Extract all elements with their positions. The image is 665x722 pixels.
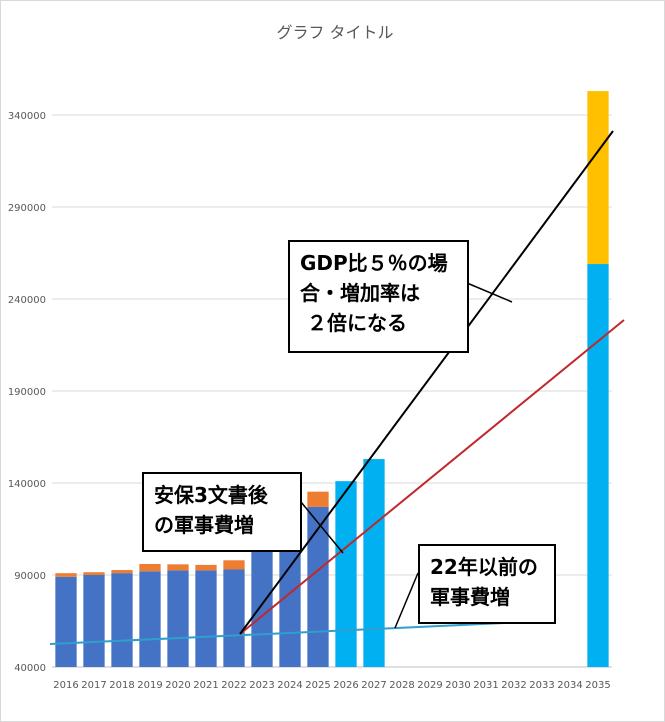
annotation-gdp5-line-2: 合・増加率は <box>300 281 420 305</box>
bar-2018-series-2 <box>111 570 133 574</box>
trend-line-pre22 <box>49 622 505 645</box>
x-tick-label: 2023 <box>249 680 274 691</box>
bar-2025-series-1 <box>307 506 329 667</box>
y-tick-label: 290000 <box>8 203 46 214</box>
annotation-pre22-line-2: 軍事費増 <box>430 585 510 609</box>
chart-title: グラフ タイトル <box>276 23 393 42</box>
y-tick-label: 90000 <box>14 571 46 582</box>
x-tick-label: 2027 <box>361 680 386 691</box>
x-tick-label: 2024 <box>277 680 302 691</box>
bar-2022-series-2 <box>223 560 245 570</box>
leader-ampo <box>300 501 344 554</box>
bar-2018-series-1 <box>111 573 133 667</box>
annotation-ampo: 安保3文書後 の軍事費増 <box>142 472 302 552</box>
bar-2025-series-2 <box>307 491 329 507</box>
annotation-ampo-line-2: の軍事費増 <box>154 513 254 537</box>
x-tick-label: 2018 <box>109 680 134 691</box>
bar-2035-series-4 <box>587 91 609 265</box>
bar-2019-series-2 <box>139 563 161 572</box>
y-tick-label: 190000 <box>8 387 46 398</box>
x-tick-label: 2022 <box>221 680 246 691</box>
y-tick-label: 340000 <box>8 111 46 122</box>
x-tick-label: 2033 <box>529 680 554 691</box>
x-axis-ticks: 2016 2017 2018 2019 2020 2021 2022 2023 2024 2025… <box>53 680 610 691</box>
x-tick-label: 2020 <box>165 680 190 691</box>
annotation-gdp5-line-1: GDP比５％の場 <box>300 251 448 275</box>
annotation-pre22-line-1: 22年以前の <box>430 555 538 579</box>
x-tick-label: 2031 <box>473 680 498 691</box>
x-tick-label: 2032 <box>501 680 526 691</box>
x-tick-label: 2029 <box>417 680 442 691</box>
x-tick-label: 2034 <box>557 680 582 691</box>
y-axis-ticks: 40000 90000 140000 190000 240000 290000 340000 <box>8 111 46 674</box>
x-tick-label: 2035 <box>585 680 610 691</box>
annotation-gdp5: GDP比５％の場 合・増加率は ２倍になる <box>288 240 469 353</box>
bar-2021-series-2 <box>195 564 217 571</box>
x-tick-label: 2025 <box>305 680 330 691</box>
annotation-ampo-line-1: 安保3文書後 <box>154 483 268 507</box>
leader-pre22 <box>394 572 419 629</box>
y-tick-label: 140000 <box>8 479 46 490</box>
annotation-gdp5-line-3: ２倍になる <box>300 311 407 335</box>
x-tick-label: 2030 <box>445 680 470 691</box>
y-tick-label: 240000 <box>8 295 46 306</box>
bar-2022-series-1 <box>223 569 245 667</box>
y-tick-label: 40000 <box>14 663 46 674</box>
x-tick-label: 2016 <box>53 680 78 691</box>
bar-2021-series-1 <box>195 570 217 667</box>
annotation-pre22: 22年以前の 軍事費増 <box>418 544 556 624</box>
bar-2020-series-2 <box>167 564 189 571</box>
bar-2027-series-3 <box>363 459 385 667</box>
x-tick-label: 2021 <box>193 680 218 691</box>
bar-2020-series-1 <box>167 570 189 667</box>
bar-2026-series-3 <box>335 481 357 667</box>
bar-2016-series-1 <box>55 576 77 667</box>
bar-2017-series-2 <box>83 572 105 575</box>
trend-lines <box>49 130 625 645</box>
bar-2017-series-1 <box>83 575 105 667</box>
bar-2019-series-1 <box>139 571 161 667</box>
x-tick-label: 2028 <box>389 680 414 691</box>
bar-2035-series-3 <box>587 264 609 667</box>
trend-line-ampo <box>239 319 625 635</box>
leader-gdp5 <box>466 282 513 303</box>
x-tick-label: 2019 <box>137 680 162 691</box>
x-tick-label: 2026 <box>333 680 358 691</box>
x-tick-label: 2017 <box>81 680 106 691</box>
trend-line-gdp5 <box>239 130 614 635</box>
bar-2016-series-2 <box>55 573 77 577</box>
